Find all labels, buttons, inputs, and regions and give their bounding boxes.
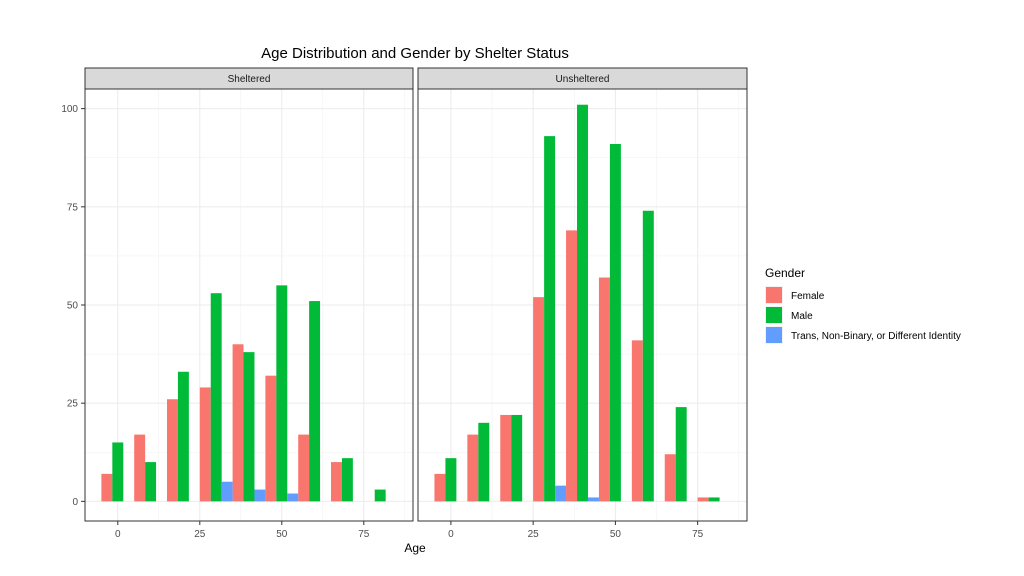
bar-sheltered-male-50 [276,285,288,502]
y-tick-label: 0 [72,497,78,508]
bar-sheltered-male-60 [309,301,321,502]
legend-swatch-female [766,287,782,303]
bar-unsheltered-female-30 [533,297,545,502]
bar-sheltered-male-20 [177,371,189,502]
x-tick-label: 75 [358,529,370,540]
y-tick-label: 50 [67,301,79,312]
chart-title: Age Distribution and Gender by Shelter S… [261,45,569,62]
bar-unsheltered-female-80 [697,497,709,502]
facet-panel-sheltered: Sheltered 0 25 50 75 0 25 50 75 100 [61,67,414,540]
bar-sheltered-female-20 [167,399,178,502]
legend-swatch-male [766,307,782,323]
bar-sheltered-male-70 [341,458,353,502]
legend-label: Female [791,291,825,302]
legend-title: Gender [765,266,805,280]
bar-sheltered-female-40 [232,344,244,502]
bar-sheltered-male-80 [374,489,386,502]
bar-sheltered-female-0 [101,473,113,502]
bar-unsheltered-female-70 [664,454,676,502]
bar-sheltered-female-70 [331,462,342,502]
facet-panels: Sheltered 0 25 50 75 0 25 50 75 100 Unsheltered 0 25… [61,67,748,540]
facet-strip-label: Unsheltered [556,74,610,85]
legend-label: Trans, Non-Binary, or Different Identity [791,331,961,342]
bar-sheltered-trans-30 [221,481,233,502]
panel-border [417,88,748,522]
bar-sheltered-male-0 [112,442,124,502]
bar-unsheltered-male-10 [478,422,490,502]
x-tick-label: 50 [276,529,288,540]
bar-sheltered-trans-50 [287,493,299,502]
y-tick-label: 25 [67,399,79,410]
facet-panel-unsheltered: Unsheltered 0 25 50 75 [417,67,748,540]
x-tick-label: 0 [448,529,454,540]
x-tick-label: 75 [692,529,704,540]
bar-sheltered-female-60 [298,434,310,502]
bar-unsheltered-male-30 [544,136,556,502]
legend-label: Male [791,311,813,322]
facet-strip-label: Sheltered [228,74,271,85]
bar-unsheltered-male-50 [609,143,621,502]
bar-unsheltered-male-20 [511,414,523,502]
bar-unsheltered-female-0 [434,473,446,502]
bar-unsheltered-female-10 [467,434,479,502]
bar-sheltered-female-50 [265,375,277,502]
y-tick-label: 75 [67,202,79,213]
bar-sheltered-male-40 [243,352,255,502]
bar-sheltered-male-30 [210,293,222,502]
bar-unsheltered-trans-30 [555,485,567,502]
x-tick-label: 25 [194,529,206,540]
bar-sheltered-female-30 [199,387,211,502]
bar-unsheltered-male-70 [675,407,687,502]
x-tick-label: 0 [115,529,121,540]
bar-unsheltered-female-40 [566,230,578,502]
bar-unsheltered-male-60 [642,210,654,502]
bar-unsheltered-female-50 [598,277,610,502]
bar-unsheltered-trans-40 [587,497,599,502]
x-tick-label: 50 [610,529,622,540]
x-tick-label: 25 [528,529,540,540]
bar-sheltered-trans-40 [254,489,266,502]
bar-unsheltered-female-20 [500,414,512,502]
bar-unsheltered-male-0 [445,458,457,502]
bar-sheltered-male-10 [145,462,157,502]
legend: Gender Female Male Trans, Non-Binary, or D… [765,266,961,344]
x-axis-title: Age [404,541,426,555]
bar-unsheltered-male-40 [577,104,588,502]
bar-sheltered-female-10 [134,434,146,502]
y-tick-label: 100 [61,104,78,115]
bar-unsheltered-female-60 [631,340,643,502]
legend-swatch-trans [766,327,782,343]
bar-unsheltered-male-80 [708,497,720,502]
